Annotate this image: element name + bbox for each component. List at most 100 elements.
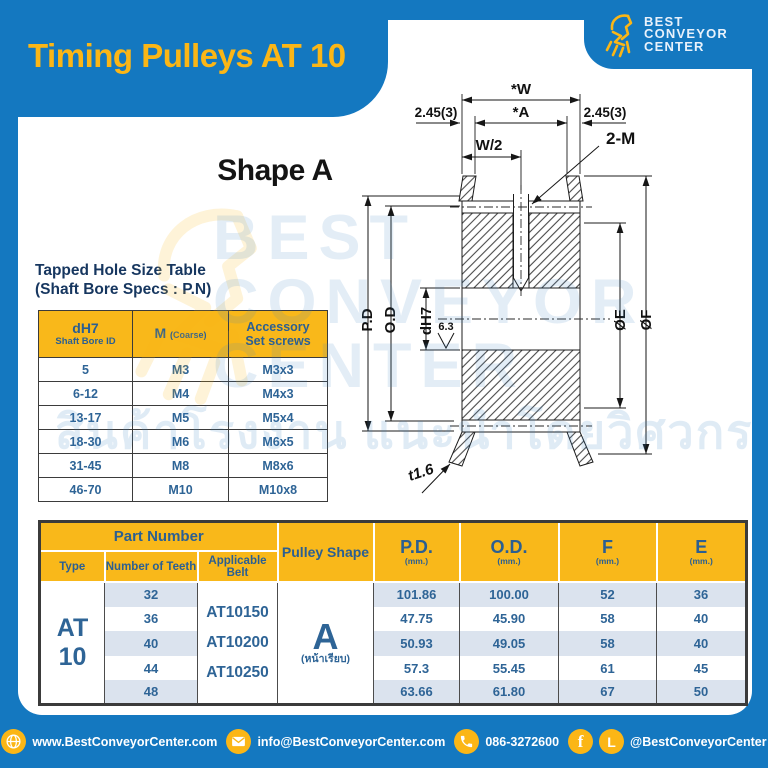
goat-logo-icon: [605, 13, 633, 57]
bore-cell: 5: [38, 357, 133, 382]
logo-wordmark: BEST CONVEYOR CENTER: [644, 13, 728, 54]
logo-line3: CENTER: [644, 38, 705, 54]
phone-link[interactable]: 086-3272600: [454, 729, 559, 754]
setscrew-cell: M3x3: [228, 357, 328, 382]
pulley-spec-table: Part Number Pulley Shape P.D. (mm.) O.D.…: [38, 520, 748, 707]
leader-lines: [416, 119, 626, 494]
line-icon: L: [599, 729, 625, 754]
col-header-setscrew-line2: Set screws: [245, 334, 311, 348]
od-value: 55.45: [459, 655, 559, 681]
shape-letter: A: [312, 615, 339, 657]
teeth-cell: 36: [104, 606, 198, 632]
centerlines: [438, 185, 610, 427]
page-title: Timing Pulleys AT 10: [28, 36, 346, 74]
table-header-row: Part Number Pulley Shape P.D. (mm.) O.D.…: [38, 520, 748, 583]
col-header-od-unit: (mm.): [497, 556, 521, 566]
teeth-cell: 48: [104, 680, 198, 705]
belt-cell: AT10150 AT10200 AT10250: [197, 582, 278, 705]
setscrew-cell: M6x5: [228, 429, 328, 454]
surface-finish-symbol: [437, 332, 455, 350]
tapped-hole-table: dH7 Shaft Bore ID M (Coarse) Accessory S…: [38, 310, 328, 502]
dim-label-od: O.D: [382, 307, 399, 334]
social-link[interactable]: f L @BestConveyorCenter: [568, 729, 767, 754]
col-header-f-label: F: [602, 537, 613, 557]
globe-icon: [1, 729, 27, 754]
m-cell: M4: [132, 381, 229, 406]
table-row: 40 50.93 49.05 58 40: [40, 631, 747, 656]
facebook-icon: f: [568, 729, 594, 754]
dim-label-bore: dH7: [418, 307, 435, 335]
shape-heading: Shape A: [217, 154, 333, 187]
title-banner: Timing Pulleys AT 10: [0, 0, 388, 117]
od-value: 61.80: [459, 680, 559, 705]
f-value: 61: [558, 655, 657, 681]
bore-cell: 18-30: [38, 429, 133, 454]
od-value: 49.05: [459, 631, 559, 656]
pd-value: 50.93: [373, 631, 460, 656]
dim-label-left-margin: 2.45(3): [415, 105, 458, 120]
pd-value: 63.66: [373, 680, 460, 705]
table-row: 36 47.75 45.90 58 40: [40, 606, 747, 632]
col-header-part-number: Part Number: [38, 520, 279, 552]
f-value: 67: [558, 680, 657, 705]
col-header-f: F (mm.): [557, 520, 658, 583]
table-row: 31-45 M8 M8x6: [38, 453, 328, 478]
bore-cell: 31-45: [38, 453, 133, 478]
tapped-table-title: Tapped Hole Size Table (Shaft Bore Specs…: [35, 261, 211, 299]
e-value: 36: [656, 582, 747, 607]
e-value: 40: [656, 606, 747, 632]
dim-label-pd: P.D: [359, 308, 376, 331]
od-value: 100.00: [459, 582, 559, 607]
col-header-od: O.D. (mm.): [458, 520, 560, 583]
col-header-f-unit: (mm.): [595, 556, 620, 566]
dim-label-dia-f: ØF: [638, 310, 655, 331]
logo-banner: BEST CONVEYOR CENTER: [584, 0, 768, 69]
email-link[interactable]: info@BestConveyorCenter.com: [226, 729, 445, 754]
dim-label-a: *A: [513, 104, 530, 121]
col-header-e: E (mm.): [655, 520, 748, 583]
dimension-lines: [364, 96, 650, 454]
m-cell: M10: [132, 477, 229, 502]
setscrew-cell: M8x6: [228, 453, 328, 478]
col-header-bore-sub: Shaft Bore ID: [55, 336, 116, 347]
col-header-pulley-shape: Pulley Shape: [276, 520, 375, 583]
col-header-e-unit: (mm.): [689, 556, 713, 566]
social-text: @BestConveyorCenter: [630, 734, 767, 749]
pulley-technical-drawing: *W *A 2.45(3) 2.45(3) W/2 2-M P.D O.D dH…: [359, 81, 655, 494]
teeth-cell: 32: [104, 582, 198, 607]
m-cell: M3: [132, 357, 229, 382]
dim-label-right-margin: 2.45(3): [584, 105, 627, 120]
table-row: 44 57.3 55.45 61 45: [40, 655, 747, 681]
website-text: www.BestConveyorCenter.com: [32, 734, 218, 749]
dim-label-tapped-hole: 2-M: [606, 129, 635, 148]
col-header-setscrew: Accessory Set screws: [228, 310, 328, 358]
logo-line1: BEST: [644, 13, 684, 29]
tapped-title-line1: Tapped Hole Size Table: [35, 262, 206, 279]
col-header-pd-unit: (mm.): [404, 556, 429, 566]
f-value: 52: [558, 582, 657, 607]
e-value: 45: [656, 655, 747, 681]
f-value: 58: [558, 631, 657, 656]
m-cell: M8: [132, 453, 229, 478]
mail-icon: [226, 729, 252, 754]
pd-value: 101.86: [373, 582, 460, 607]
dim-label-w: *W: [511, 81, 532, 98]
table-row: 13-17 M5 M5x4: [38, 405, 328, 430]
table-row: 18-30 M6 M6x5: [38, 429, 328, 454]
belt-code: AT10250: [206, 664, 269, 682]
col-header-bore-main: dH7: [72, 320, 99, 336]
dim-label-flange-thickness: t1.6: [406, 460, 436, 484]
dim-label-roughness: 6.3: [438, 321, 453, 333]
table-row: AT 10 32 AT10150 AT10200 AT10250 A (หน้า…: [39, 582, 747, 705]
table-subheader-row: Type Number of Teeth Applicable Belt: [38, 550, 747, 583]
contact-footer: www.BestConveyorCenter.com info@BestConv…: [0, 715, 768, 768]
table-row: 5 M3 M3x3: [38, 357, 328, 382]
website-link[interactable]: www.BestConveyorCenter.com: [1, 729, 217, 754]
table-row: 48 63.66 61.80 67 50: [40, 680, 747, 705]
col-header-e-label: E: [695, 537, 708, 557]
shape-note: (หน้าเรียบ): [300, 652, 351, 665]
pulley-shape-cell: A (หน้าเรียบ): [277, 582, 374, 705]
bore-cell: 13-17: [38, 405, 133, 430]
col-header-pd-label: P.D.: [400, 537, 433, 557]
